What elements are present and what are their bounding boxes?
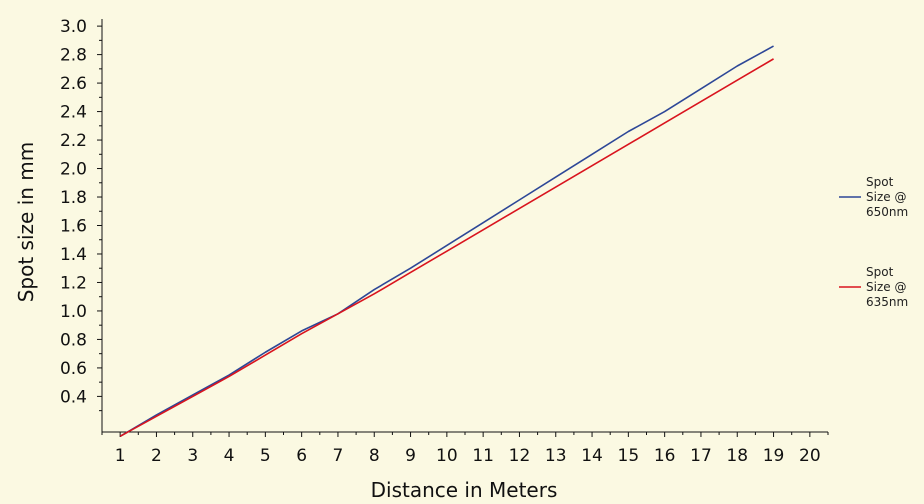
series-line-0 xyxy=(119,45,774,437)
y-tick-label: 2.8 xyxy=(60,46,87,66)
x-tick-label: 9 xyxy=(405,446,416,466)
x-tick-label: 6 xyxy=(296,446,307,466)
axes: 0.4 0.6 0.8 1.0 1.2 1.4 1.6 1.8 2.0 2.2 2.4 2.6 2.8 3… xyxy=(60,17,829,466)
y-tick-label: 1.0 xyxy=(60,302,87,322)
legend-label: 635nm xyxy=(866,295,908,309)
y-tick-label: 1.6 xyxy=(60,217,87,237)
y-tick-label: 1.2 xyxy=(60,273,87,293)
y-tick-label: 3.0 xyxy=(60,17,87,37)
y-tick-label: 2.2 xyxy=(60,131,87,151)
x-tick-label: 1 xyxy=(115,446,126,466)
y-axis-label: Spot size in mm xyxy=(14,142,38,303)
x-tick-label: 13 xyxy=(545,446,567,466)
series-layer xyxy=(119,45,774,437)
y-tick-label: 1.4 xyxy=(60,245,87,265)
legend-label: Spot xyxy=(866,265,894,279)
x-tick-label: 4 xyxy=(224,446,235,466)
x-tick-label: 12 xyxy=(509,446,531,466)
x-tick-label: 16 xyxy=(654,446,676,466)
x-tick-label: 8 xyxy=(369,446,380,466)
x-axis-label: Distance in Meters xyxy=(371,478,558,502)
y-tick-label: 0.4 xyxy=(60,387,87,407)
x-tick-label: 20 xyxy=(799,446,821,466)
x-tick-label: 10 xyxy=(436,446,458,466)
x-tick-label: 3 xyxy=(187,446,198,466)
y-tick-label: 1.8 xyxy=(60,188,87,208)
x-tick-label: 17 xyxy=(690,446,712,466)
y-tick-label: 2.0 xyxy=(60,160,87,180)
legend-label: Spot xyxy=(866,175,894,189)
x-tick-label: 7 xyxy=(333,446,344,466)
x-tick-label: 5 xyxy=(260,446,271,466)
x-tick-label: 14 xyxy=(581,446,603,466)
y-tick-label: 2.4 xyxy=(60,103,87,123)
y-tick-label: 0.6 xyxy=(60,359,87,379)
x-tick-label: 2 xyxy=(151,446,162,466)
series-line-1 xyxy=(119,58,774,437)
x-tick-label: 18 xyxy=(726,446,748,466)
legend-label: Size @ xyxy=(866,280,906,294)
y-tick-label: 0.8 xyxy=(60,330,87,350)
x-tick-label: 19 xyxy=(763,446,785,466)
x-tick-label: 15 xyxy=(618,446,640,466)
x-tick-label: 11 xyxy=(472,446,494,466)
y-tick-label: 2.6 xyxy=(60,74,87,94)
legend-label: Size @ xyxy=(866,190,906,204)
legend-label: 650nm xyxy=(866,205,908,219)
